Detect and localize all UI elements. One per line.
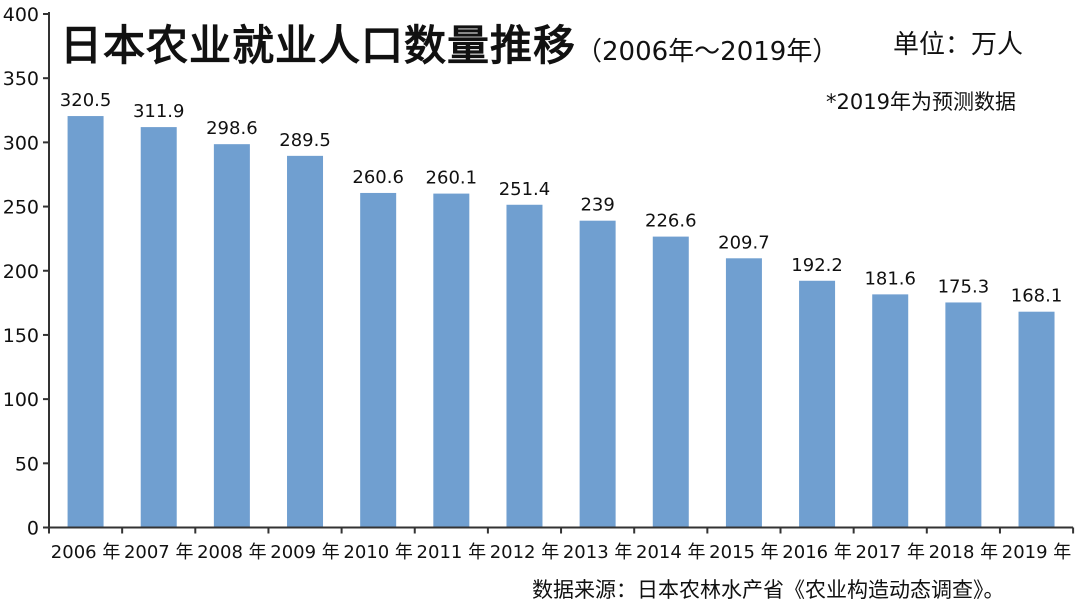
data-label: 181.6 bbox=[864, 268, 916, 289]
y-tick-label: 250 bbox=[3, 197, 39, 219]
data-label: 239 bbox=[580, 195, 614, 216]
bar bbox=[360, 192, 397, 528]
x-tick-label: 2017 年 bbox=[855, 542, 925, 563]
x-tick-label: 2008 年 bbox=[197, 542, 267, 563]
x-tick-label: 2018 年 bbox=[929, 542, 999, 563]
bar bbox=[67, 116, 104, 528]
y-tick-label: 150 bbox=[3, 325, 39, 347]
y-tick-label: 300 bbox=[3, 132, 39, 154]
data-label: 251.4 bbox=[499, 179, 551, 200]
data-label: 320.5 bbox=[60, 90, 112, 111]
x-tick-label: 2009 年 bbox=[270, 542, 340, 563]
x-tick-label: 2016 年 bbox=[782, 542, 852, 563]
x-tick-label: 2015 年 bbox=[709, 542, 779, 563]
data-label: 168.1 bbox=[1011, 286, 1063, 307]
y-tick-label: 0 bbox=[27, 518, 39, 540]
bar bbox=[579, 220, 616, 528]
x-tick-label: 2014 年 bbox=[636, 542, 706, 563]
data-label: 260.6 bbox=[352, 167, 404, 188]
bar bbox=[725, 258, 762, 528]
bar bbox=[945, 302, 982, 528]
x-tick-label: 2011 年 bbox=[417, 542, 487, 563]
data-label: 226.6 bbox=[645, 211, 697, 232]
data-label: 192.2 bbox=[791, 255, 843, 276]
bar bbox=[433, 193, 470, 528]
data-label: 260.1 bbox=[426, 168, 478, 189]
x-tick-label: 2006 年 bbox=[51, 542, 121, 563]
data-label: 175.3 bbox=[938, 276, 990, 297]
data-label: 209.7 bbox=[718, 232, 770, 253]
data-label: 311.9 bbox=[133, 101, 185, 122]
bar bbox=[506, 204, 543, 528]
chart-subtitle: （2006年～2019年） bbox=[576, 37, 839, 67]
bar bbox=[652, 236, 689, 528]
chart-title: 日本农业就业人口数量推移（2006年～2019年） bbox=[60, 21, 839, 70]
bar bbox=[140, 127, 177, 528]
bar bbox=[213, 144, 250, 528]
bar bbox=[799, 280, 836, 528]
x-tick-label: 2013 年 bbox=[563, 542, 633, 563]
x-tick-label: 2007 年 bbox=[124, 542, 194, 563]
y-tick-label: 200 bbox=[3, 261, 39, 283]
y-tick-label: 400 bbox=[3, 4, 39, 26]
x-tick-label: 2019 年 bbox=[1002, 542, 1072, 563]
y-tick-label: 350 bbox=[3, 68, 39, 90]
forecast-note: *2019年为预测数据 bbox=[826, 90, 1016, 114]
y-tick-label: 50 bbox=[15, 453, 39, 475]
y-tick-label: 100 bbox=[3, 389, 39, 411]
bar bbox=[287, 155, 324, 528]
data-label: 298.6 bbox=[206, 118, 258, 139]
x-tick-label: 2012 年 bbox=[490, 542, 560, 563]
source-note: 数据来源：日本农林水产省《农业构造动态调查》。 bbox=[532, 578, 1005, 602]
data-label: 289.5 bbox=[279, 130, 331, 151]
bar bbox=[1018, 311, 1055, 528]
x-tick-label: 2010 年 bbox=[343, 542, 413, 563]
unit-label: 单位：万人 bbox=[893, 30, 1024, 60]
bar bbox=[872, 294, 909, 528]
